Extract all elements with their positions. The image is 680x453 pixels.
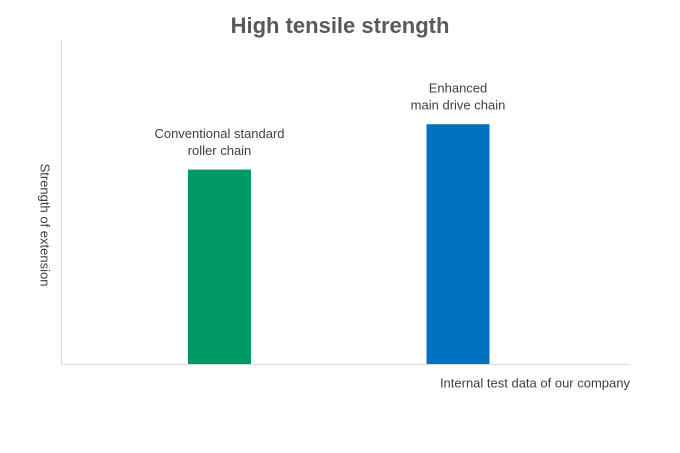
bar bbox=[426, 124, 490, 365]
chart-title: High tensile strength bbox=[231, 13, 450, 38]
category-label: roller chain bbox=[188, 143, 252, 158]
category-label: main drive chain bbox=[411, 98, 506, 113]
category-label: Conventional standard bbox=[154, 126, 284, 141]
footnote: Internal test data of our company bbox=[440, 375, 631, 390]
y-axis-label: Strength of extension bbox=[38, 164, 53, 287]
category-label: Enhanced bbox=[429, 81, 488, 96]
bar bbox=[188, 169, 251, 364]
